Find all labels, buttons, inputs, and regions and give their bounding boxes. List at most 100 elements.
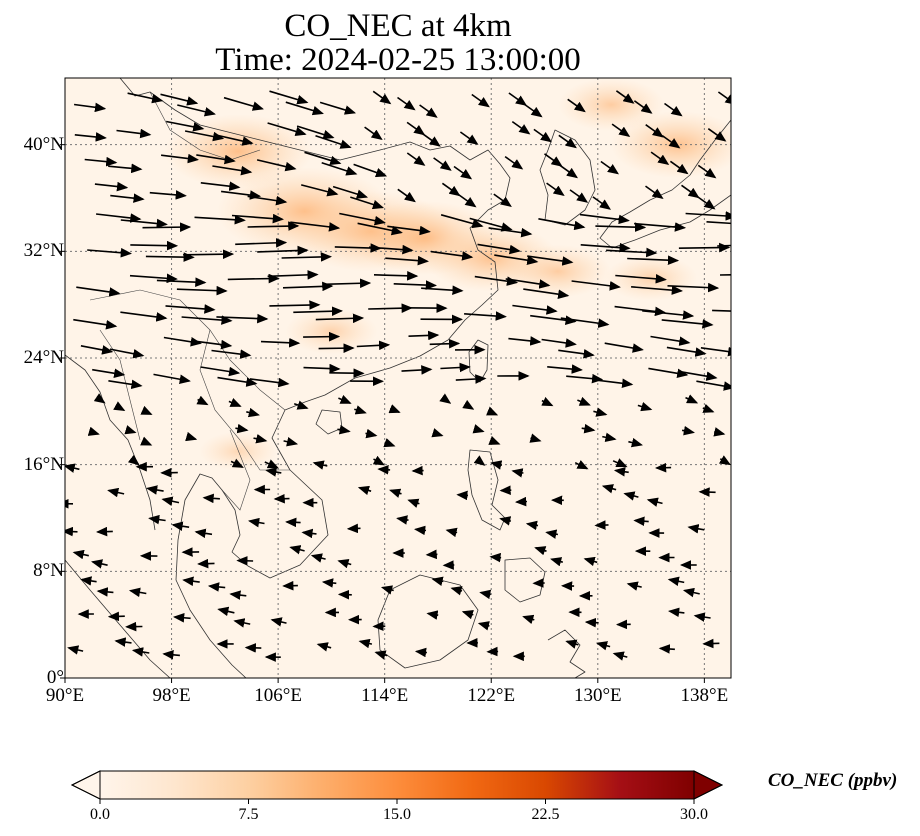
wind-arrow: [120, 218, 168, 229]
wind-arrow: [687, 524, 705, 534]
wind-arrow: [357, 222, 403, 236]
lon-tick-label: 90°E: [45, 685, 85, 706]
concentration-plume: [504, 244, 612, 298]
wind-arrow: [285, 101, 324, 116]
wind-arrow: [248, 517, 265, 528]
wind-arrow: [393, 280, 437, 290]
wind-arrow: [153, 373, 191, 384]
wind-arrow: [216, 313, 269, 324]
wind-arrow: [197, 558, 215, 569]
wind-arrow: [196, 395, 209, 406]
colorbar-fill: [100, 771, 694, 799]
wind-arrow: [94, 181, 129, 192]
wind-arrow: [192, 339, 233, 350]
wind-arrow: [310, 553, 326, 563]
wind-arrow: [269, 300, 321, 310]
wind-arrow: [533, 128, 553, 143]
lon-tick-label: 130°E: [573, 685, 622, 706]
wind-arrow: [142, 222, 192, 232]
wind-arrow: [202, 493, 220, 504]
wind-arrow: [612, 651, 628, 661]
wind-arrow: [321, 578, 337, 588]
wind-arrow: [685, 394, 699, 404]
wind-arrow: [626, 581, 642, 591]
wind-arrow: [223, 96, 264, 111]
lon-tick-label: 98°E: [152, 685, 191, 706]
wind-arrow: [194, 528, 213, 539]
wind-arrow: [270, 617, 287, 627]
wind-arrow: [678, 370, 718, 381]
concentration-plume: [285, 308, 378, 355]
wind-arrow: [718, 455, 731, 466]
wind-arrow: [508, 92, 528, 106]
wind-arrow: [160, 93, 199, 106]
wind-arrow: [196, 154, 236, 165]
wind-arrow: [664, 102, 683, 117]
colorbar-tick-label: 22.5: [531, 806, 560, 823]
wind-arrow: [430, 250, 474, 261]
wind-arrow: [163, 336, 202, 347]
wind-arrow: [642, 310, 695, 320]
wind-arrow: [702, 638, 720, 649]
wind-arrow: [282, 281, 334, 292]
wind-arrow: [383, 438, 396, 448]
wind-arrow: [477, 243, 521, 255]
wind-arrow: [579, 213, 630, 225]
wind-arrow: [373, 271, 419, 281]
wind-arrow: [312, 460, 328, 470]
colorbar-label: CO_NEC (ppbv): [768, 770, 898, 791]
wind-arrow: [493, 193, 512, 208]
wind-arrow: [256, 159, 297, 172]
wind-arrow: [504, 155, 524, 170]
wind-arrow: [669, 160, 689, 175]
wind-arrow: [246, 407, 260, 418]
wind-arrow: [523, 288, 570, 299]
wind-arrow: [678, 242, 731, 253]
wind-arrow: [235, 423, 249, 434]
wind-arrow: [681, 184, 700, 199]
wind-arrow: [594, 378, 634, 389]
wind-arrow: [623, 491, 639, 501]
wind-arrow: [431, 576, 444, 586]
wind-arrow: [558, 349, 595, 359]
wind-arrow: [645, 185, 664, 200]
colorbar-extend-high: [693, 770, 724, 800]
wind-arrow: [422, 133, 441, 147]
wind-arrow: [633, 100, 653, 114]
wind-arrow: [494, 254, 539, 265]
wind-arrow: [316, 642, 332, 652]
wind-arrow: [541, 396, 554, 407]
wind-arrow: [110, 193, 145, 203]
wind-arrow: [87, 426, 100, 436]
wind-arrow: [166, 120, 205, 132]
wind-arrow: [350, 196, 385, 210]
wind-arrow: [397, 96, 416, 111]
wind-arrow: [707, 128, 727, 142]
wind-arrow: [221, 190, 262, 200]
wind-arrow: [560, 317, 610, 328]
colorbar-extend-low: [70, 770, 101, 800]
wind-arrow: [408, 330, 440, 341]
wind-arrow: [388, 404, 401, 414]
wind-arrow: [700, 346, 731, 357]
wind-arrow: [356, 340, 391, 351]
wind-arrow: [364, 126, 383, 141]
wind-arrow: [319, 101, 357, 115]
wind-arrow: [407, 498, 420, 508]
wind-arrow: [414, 647, 427, 658]
wind-arrow: [338, 394, 352, 404]
wind-arrow: [512, 304, 558, 315]
lat-tick-label: 0°: [46, 667, 64, 688]
wind-arrow: [365, 428, 378, 439]
wind-arrow: [490, 460, 503, 470]
wind-arrow: [396, 515, 409, 525]
wind-arrow: [488, 227, 533, 238]
wind-arrow: [329, 368, 365, 378]
wind-arrow: [628, 437, 643, 448]
wind-arrow: [113, 401, 126, 411]
wind-arrow: [530, 314, 577, 325]
wind-arrow: [525, 520, 539, 531]
wind-arrow: [346, 523, 361, 534]
wind-arrow: [120, 311, 168, 322]
